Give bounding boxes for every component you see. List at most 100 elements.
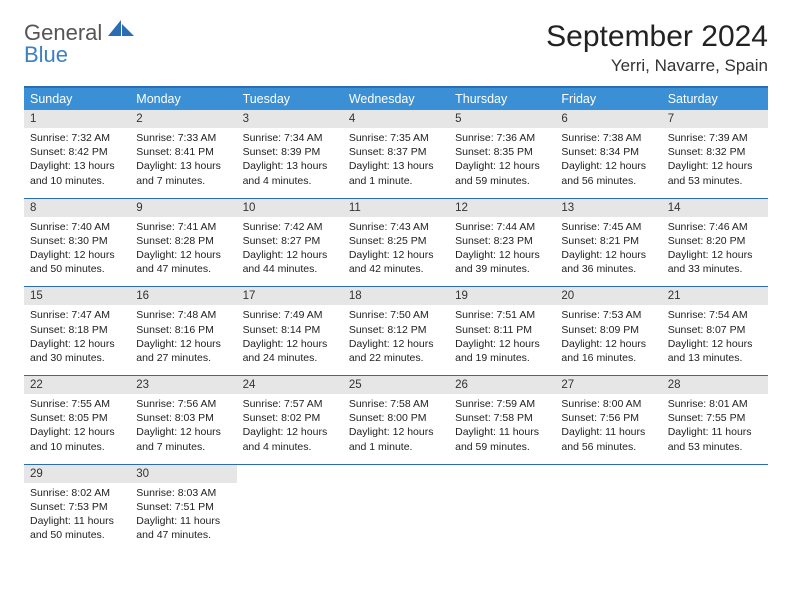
daylight-text: Daylight: 12 hours and 13 minutes. bbox=[668, 337, 762, 365]
dow-friday: Friday bbox=[555, 87, 661, 110]
sunrise-text: Sunrise: 7:41 AM bbox=[136, 220, 230, 234]
day-number bbox=[449, 464, 555, 483]
day-number: 30 bbox=[130, 464, 236, 483]
day-data: Sunrise: 7:53 AMSunset: 8:09 PMDaylight:… bbox=[555, 305, 661, 375]
daynum-row: 15161718192021 bbox=[24, 287, 768, 306]
sunrise-text: Sunrise: 7:50 AM bbox=[349, 308, 443, 322]
day-data: Sunrise: 7:59 AMSunset: 7:58 PMDaylight:… bbox=[449, 394, 555, 464]
sunset-text: Sunset: 7:55 PM bbox=[668, 411, 762, 425]
logo-sail-icon bbox=[108, 20, 134, 45]
day-data: Sunrise: 7:57 AMSunset: 8:02 PMDaylight:… bbox=[237, 394, 343, 464]
sunrise-text: Sunrise: 7:58 AM bbox=[349, 397, 443, 411]
sunset-text: Sunset: 7:56 PM bbox=[561, 411, 655, 425]
day-number: 26 bbox=[449, 376, 555, 395]
daylight-text: Daylight: 12 hours and 30 minutes. bbox=[30, 337, 124, 365]
daynum-row: 1234567 bbox=[24, 110, 768, 128]
day-data bbox=[449, 483, 555, 553]
daydata-row: Sunrise: 7:47 AMSunset: 8:18 PMDaylight:… bbox=[24, 305, 768, 375]
daylight-text: Daylight: 12 hours and 36 minutes. bbox=[561, 248, 655, 276]
day-data: Sunrise: 7:34 AMSunset: 8:39 PMDaylight:… bbox=[237, 128, 343, 198]
day-number: 8 bbox=[24, 198, 130, 217]
sunset-text: Sunset: 8:09 PM bbox=[561, 323, 655, 337]
sunrise-text: Sunrise: 7:51 AM bbox=[455, 308, 549, 322]
daylight-text: Daylight: 12 hours and 53 minutes. bbox=[668, 159, 762, 187]
daylight-text: Daylight: 13 hours and 10 minutes. bbox=[30, 159, 124, 187]
daylight-text: Daylight: 11 hours and 47 minutes. bbox=[136, 514, 230, 542]
day-number: 17 bbox=[237, 287, 343, 306]
daylight-text: Daylight: 13 hours and 7 minutes. bbox=[136, 159, 230, 187]
daylight-text: Daylight: 13 hours and 1 minute. bbox=[349, 159, 443, 187]
sunrise-text: Sunrise: 8:02 AM bbox=[30, 486, 124, 500]
day-data: Sunrise: 7:55 AMSunset: 8:05 PMDaylight:… bbox=[24, 394, 130, 464]
day-number: 22 bbox=[24, 376, 130, 395]
day-number: 21 bbox=[662, 287, 768, 306]
sunrise-text: Sunrise: 7:56 AM bbox=[136, 397, 230, 411]
day-data: Sunrise: 7:48 AMSunset: 8:16 PMDaylight:… bbox=[130, 305, 236, 375]
sunrise-text: Sunrise: 7:47 AM bbox=[30, 308, 124, 322]
day-number: 6 bbox=[555, 110, 661, 128]
day-number bbox=[343, 464, 449, 483]
sunset-text: Sunset: 8:27 PM bbox=[243, 234, 337, 248]
daydata-row: Sunrise: 8:02 AMSunset: 7:53 PMDaylight:… bbox=[24, 483, 768, 553]
daylight-text: Daylight: 12 hours and 44 minutes. bbox=[243, 248, 337, 276]
daylight-text: Daylight: 12 hours and 22 minutes. bbox=[349, 337, 443, 365]
header: General Blue September 2024 Yerri, Navar… bbox=[24, 20, 768, 76]
daylight-text: Daylight: 12 hours and 50 minutes. bbox=[30, 248, 124, 276]
sunset-text: Sunset: 8:12 PM bbox=[349, 323, 443, 337]
daynum-row: 2930 bbox=[24, 464, 768, 483]
daylight-text: Daylight: 12 hours and 7 minutes. bbox=[136, 425, 230, 453]
daydata-row: Sunrise: 7:55 AMSunset: 8:05 PMDaylight:… bbox=[24, 394, 768, 464]
day-number: 20 bbox=[555, 287, 661, 306]
day-data bbox=[555, 483, 661, 553]
day-data: Sunrise: 7:42 AMSunset: 8:27 PMDaylight:… bbox=[237, 217, 343, 287]
location: Yerri, Navarre, Spain bbox=[546, 56, 768, 76]
day-number: 14 bbox=[662, 198, 768, 217]
sunset-text: Sunset: 8:42 PM bbox=[30, 145, 124, 159]
daylight-text: Daylight: 12 hours and 4 minutes. bbox=[243, 425, 337, 453]
sunrise-text: Sunrise: 7:53 AM bbox=[561, 308, 655, 322]
daydata-row: Sunrise: 7:40 AMSunset: 8:30 PMDaylight:… bbox=[24, 217, 768, 287]
day-number: 16 bbox=[130, 287, 236, 306]
day-number: 11 bbox=[343, 198, 449, 217]
dow-saturday: Saturday bbox=[662, 87, 768, 110]
daylight-text: Daylight: 12 hours and 27 minutes. bbox=[136, 337, 230, 365]
dow-sunday: Sunday bbox=[24, 87, 130, 110]
day-data: Sunrise: 8:03 AMSunset: 7:51 PMDaylight:… bbox=[130, 483, 236, 553]
day-number: 18 bbox=[343, 287, 449, 306]
sunset-text: Sunset: 7:51 PM bbox=[136, 500, 230, 514]
day-data: Sunrise: 8:01 AMSunset: 7:55 PMDaylight:… bbox=[662, 394, 768, 464]
day-data: Sunrise: 8:00 AMSunset: 7:56 PMDaylight:… bbox=[555, 394, 661, 464]
sunrise-text: Sunrise: 7:38 AM bbox=[561, 131, 655, 145]
day-data: Sunrise: 7:43 AMSunset: 8:25 PMDaylight:… bbox=[343, 217, 449, 287]
day-number bbox=[237, 464, 343, 483]
daylight-text: Daylight: 11 hours and 59 minutes. bbox=[455, 425, 549, 453]
day-number: 15 bbox=[24, 287, 130, 306]
sunrise-text: Sunrise: 7:57 AM bbox=[243, 397, 337, 411]
daylight-text: Daylight: 11 hours and 50 minutes. bbox=[30, 514, 124, 542]
sunrise-text: Sunrise: 8:00 AM bbox=[561, 397, 655, 411]
sunset-text: Sunset: 8:41 PM bbox=[136, 145, 230, 159]
day-data: Sunrise: 7:38 AMSunset: 8:34 PMDaylight:… bbox=[555, 128, 661, 198]
day-number: 12 bbox=[449, 198, 555, 217]
day-number: 9 bbox=[130, 198, 236, 217]
daylight-text: Daylight: 12 hours and 56 minutes. bbox=[561, 159, 655, 187]
sunset-text: Sunset: 8:14 PM bbox=[243, 323, 337, 337]
logo-line2: Blue bbox=[24, 42, 68, 67]
dow-monday: Monday bbox=[130, 87, 236, 110]
day-data: Sunrise: 7:33 AMSunset: 8:41 PMDaylight:… bbox=[130, 128, 236, 198]
sunrise-text: Sunrise: 7:46 AM bbox=[668, 220, 762, 234]
sunset-text: Sunset: 8:11 PM bbox=[455, 323, 549, 337]
sunset-text: Sunset: 8:32 PM bbox=[668, 145, 762, 159]
daylight-text: Daylight: 11 hours and 56 minutes. bbox=[561, 425, 655, 453]
sunset-text: Sunset: 8:20 PM bbox=[668, 234, 762, 248]
logo: General Blue bbox=[24, 20, 134, 66]
daylight-text: Daylight: 12 hours and 24 minutes. bbox=[243, 337, 337, 365]
sunset-text: Sunset: 7:58 PM bbox=[455, 411, 549, 425]
dow-thursday: Thursday bbox=[449, 87, 555, 110]
day-number: 27 bbox=[555, 376, 661, 395]
sunrise-text: Sunrise: 7:48 AM bbox=[136, 308, 230, 322]
daylight-text: Daylight: 12 hours and 59 minutes. bbox=[455, 159, 549, 187]
day-data: Sunrise: 8:02 AMSunset: 7:53 PMDaylight:… bbox=[24, 483, 130, 553]
day-number bbox=[662, 464, 768, 483]
sunset-text: Sunset: 8:37 PM bbox=[349, 145, 443, 159]
